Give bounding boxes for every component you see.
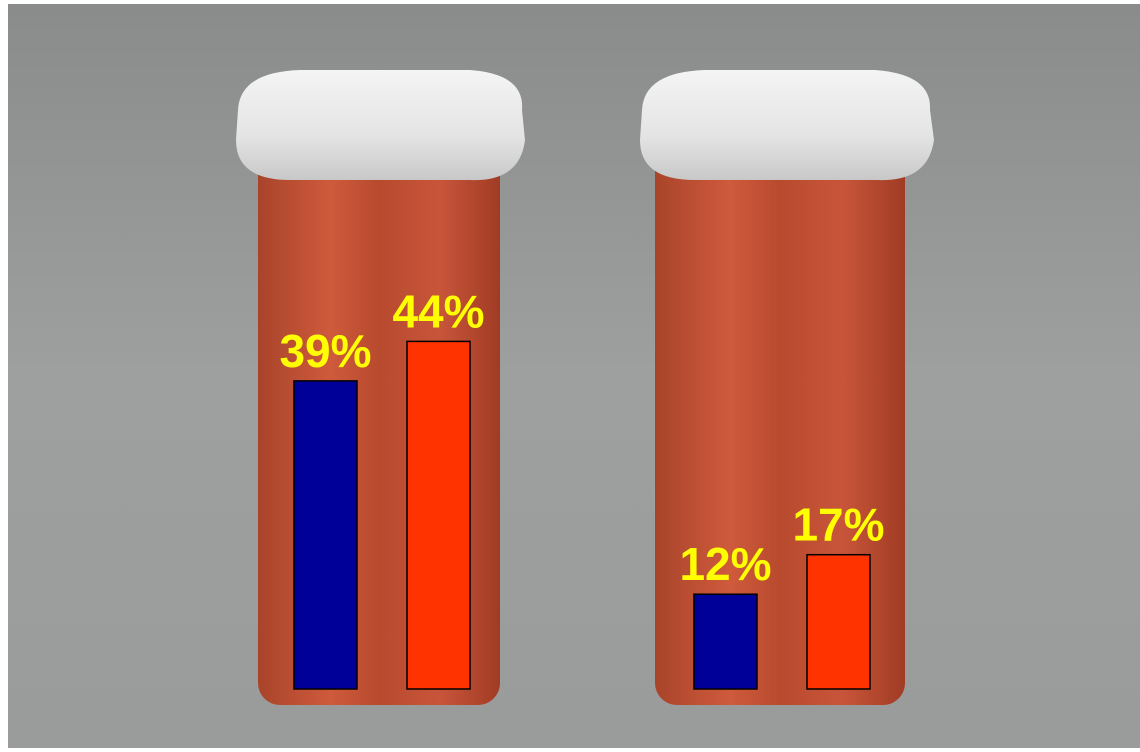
bottle: [640, 70, 934, 705]
background: [8, 4, 1140, 748]
value-label: 44%: [392, 285, 484, 337]
bottle-cap: [236, 70, 525, 181]
value-label: 12%: [679, 538, 771, 590]
value-label: 39%: [279, 325, 371, 377]
bottle-cap: [640, 70, 934, 181]
bar: [806, 553, 871, 690]
bar: [693, 593, 758, 690]
bottle: [236, 70, 525, 705]
bar: [406, 340, 471, 690]
value-label: 17%: [792, 499, 884, 551]
bar: [293, 380, 358, 690]
